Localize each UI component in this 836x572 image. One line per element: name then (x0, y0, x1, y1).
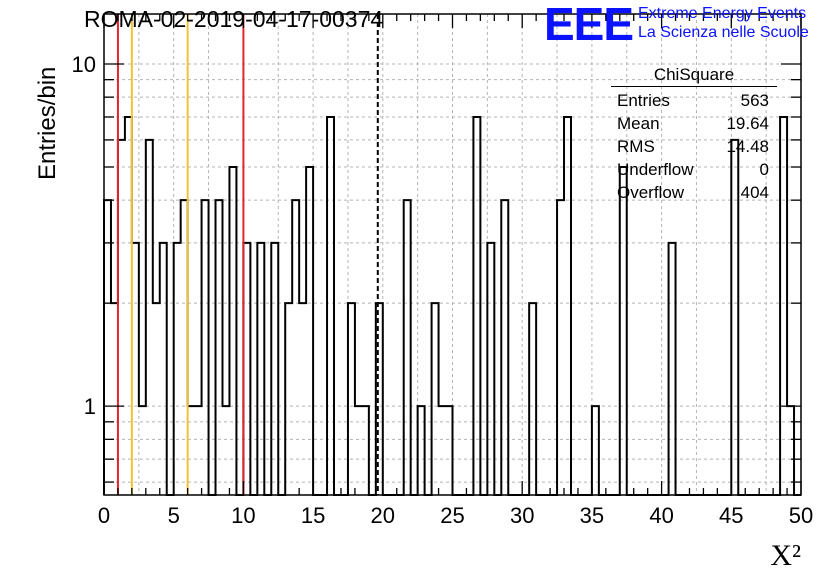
histogram-bin (473, 117, 480, 495)
histogram-bin (404, 200, 411, 495)
y-tick-label: 1 (84, 394, 96, 419)
stats-label: Mean (617, 114, 660, 133)
histogram-bin (620, 167, 627, 495)
x-tick-label: 10 (231, 503, 255, 528)
x-tick-label: 45 (719, 503, 743, 528)
x-tick-label: 5 (168, 503, 180, 528)
stats-title: ChiSquare (611, 65, 777, 87)
stats-value: 14.48 (726, 137, 769, 156)
stats-value: 0 (759, 160, 769, 179)
histogram-bin (501, 200, 508, 495)
stats-label: Entries (617, 91, 670, 110)
histogram-bin (104, 200, 111, 495)
histogram-bin (306, 167, 313, 495)
histogram-bin (118, 140, 125, 495)
histogram-bin (348, 303, 355, 495)
y-tick-label: 10 (72, 52, 96, 77)
histogram-bin (125, 117, 132, 495)
statistics-box: ChiSquare Entries 563 Mean 19.64 RMS 14.48 … (611, 65, 777, 204)
histogram-bin (669, 243, 676, 495)
histogram-bin (257, 243, 264, 495)
histogram-bin (564, 117, 571, 495)
stats-label: RMS (617, 137, 655, 156)
stats-value: 404 (740, 183, 769, 202)
histogram-bin (243, 243, 250, 495)
histogram-bin (285, 303, 292, 495)
stats-row-overflow: Overflow 404 (611, 181, 777, 204)
x-tick-label: 50 (789, 503, 813, 528)
stats-row-rms: RMS 14.48 (611, 135, 777, 158)
histogram-bin (174, 243, 181, 495)
histogram-bin (327, 117, 334, 495)
histogram-bin (229, 167, 236, 495)
histogram-bin (557, 200, 564, 495)
stats-row-underflow: Underflow 0 (611, 158, 777, 181)
histogram-bin (216, 200, 223, 495)
run-title: ROMA-02-2019-04-17-00374 (84, 6, 384, 32)
histogram-bin (153, 303, 160, 495)
x-tick-label: 40 (649, 503, 673, 528)
histogram-bin (271, 243, 278, 495)
histogram-bin (160, 243, 167, 495)
logo-caption: Extreme Energy Events La Scienza nelle S… (638, 4, 809, 42)
histogram-bin (487, 243, 494, 495)
x-tick-label: 35 (580, 503, 604, 528)
x-tick-label: 0 (98, 503, 110, 528)
histogram-bin (292, 200, 299, 495)
reference-lines (116, 14, 379, 495)
histogram-bin (432, 303, 439, 495)
x-tick-label: 25 (440, 503, 464, 528)
axis-ticks: 0 5 10 15 20 25 30 35 40 45 50 1 10 (72, 14, 813, 528)
histogram-bin (146, 140, 153, 495)
histogram-bin (780, 117, 787, 495)
logo-line-1: Extreme Energy Events (638, 5, 807, 22)
x-tick-label: 15 (301, 503, 325, 528)
histogram-bin (529, 303, 536, 495)
logo-line-2: La Scienza nelle Scuole (638, 24, 809, 41)
stats-label: Overflow (617, 183, 685, 202)
x-tick-label: 20 (371, 503, 395, 528)
stats-row-mean: Mean 19.64 (611, 112, 777, 135)
stats-label: Underflow (617, 160, 694, 179)
histogram-bin (202, 200, 209, 495)
stats-value: 19.64 (726, 114, 769, 133)
y-axis-label: Entries/bin (34, 66, 61, 180)
stats-row-entries: Entries 563 (611, 89, 777, 112)
x-axis-label: X² (770, 539, 801, 572)
histogram-bin (299, 303, 306, 495)
histogram-bin (181, 200, 188, 495)
eee-logo: EEE (544, 0, 634, 50)
stats-value: 563 (740, 91, 769, 110)
histogram-bin (132, 243, 139, 495)
histogram-bin (111, 303, 118, 495)
x-tick-label: 30 (510, 503, 534, 528)
